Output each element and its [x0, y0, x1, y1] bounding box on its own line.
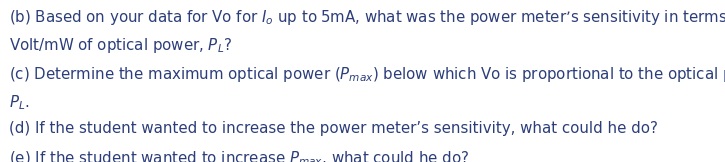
Text: (c) Determine the maximum optical power ($\mathit{P}_{max}$) below which Vo is p: (c) Determine the maximum optical power …	[9, 65, 725, 84]
Text: (d) If the student wanted to increase the power meter’s sensitivity, what could : (d) If the student wanted to increase th…	[9, 122, 658, 137]
Text: Volt/mW of optical power, $\mathit{P}_L$?: Volt/mW of optical power, $\mathit{P}_L$…	[9, 36, 232, 55]
Text: (e) If the student wanted to increase $\mathit{P}_{max}$, what could he do?: (e) If the student wanted to increase $\…	[9, 150, 469, 162]
Text: (b) Based on your data for Vo for $\mathit{I}_o$ up to 5mA, what was the power m: (b) Based on your data for Vo for $\math…	[9, 8, 725, 27]
Text: $\mathit{P}_L$.: $\mathit{P}_L$.	[9, 93, 29, 112]
